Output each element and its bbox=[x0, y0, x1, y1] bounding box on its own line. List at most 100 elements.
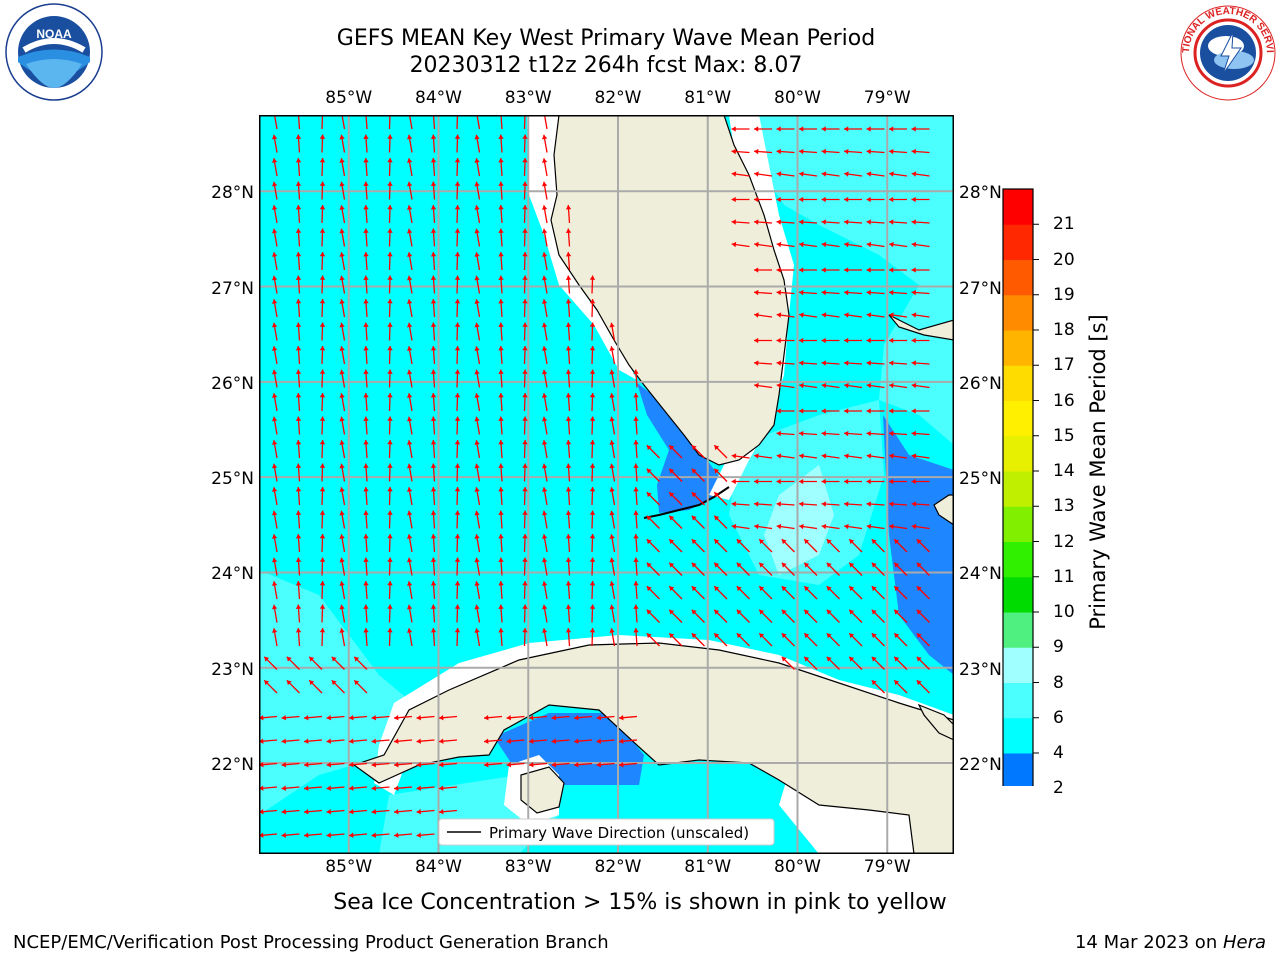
wave-arrow-head bbox=[339, 158, 345, 163]
wave-arrow-head bbox=[363, 252, 369, 257]
wave-arrow-head bbox=[821, 289, 826, 296]
wave-arrow-head bbox=[911, 289, 916, 296]
wave-arrow-head bbox=[416, 738, 422, 744]
wave-arrow-head bbox=[387, 440, 393, 445]
wave-arrow-head bbox=[271, 416, 278, 422]
wave-arrow-head bbox=[406, 581, 413, 586]
wave-arrow-head bbox=[821, 453, 827, 459]
wave-arrow-head bbox=[574, 715, 579, 721]
wave-arrow-head bbox=[363, 346, 369, 351]
wave-arrow-head bbox=[484, 762, 489, 768]
wave-arrow-head bbox=[363, 205, 369, 210]
wave-arrow-head bbox=[866, 219, 871, 225]
wave-arrow-head bbox=[565, 275, 572, 280]
wave-arrow-head bbox=[565, 416, 572, 421]
graticule bbox=[259, 115, 954, 854]
wave-arrow-head bbox=[339, 628, 345, 633]
wave-arrow-head bbox=[633, 463, 639, 468]
wave-arrow-head bbox=[799, 267, 804, 273]
wave-arrow-head bbox=[541, 393, 548, 398]
lat-label: 26°N bbox=[211, 373, 254, 394]
colorbar-tick-label: 13 bbox=[1053, 496, 1075, 517]
wave-arrow-head bbox=[646, 445, 652, 451]
wave-arrow-head bbox=[371, 785, 377, 791]
wave-arrow-head bbox=[911, 267, 916, 273]
wave-arrow-head bbox=[387, 181, 393, 186]
wave-arrow-head bbox=[691, 562, 697, 568]
wave-arrow-head bbox=[731, 196, 736, 203]
wave-arrow-head bbox=[522, 134, 528, 139]
wave-arrow-head bbox=[363, 463, 369, 468]
wave-arrow bbox=[476, 115, 481, 130]
wave-arrow-head bbox=[799, 382, 804, 389]
wave-arrow-head bbox=[371, 738, 377, 744]
wave-arrow-head bbox=[349, 715, 354, 721]
wave-arrow-head bbox=[498, 369, 504, 374]
wave-arrow-head bbox=[619, 762, 624, 768]
wave-arrow-head bbox=[295, 134, 302, 139]
wave-arrow-head bbox=[319, 416, 326, 421]
wave-arrow-head bbox=[844, 241, 849, 248]
wave-arrow-head bbox=[406, 205, 413, 210]
colorbar-band bbox=[1003, 682, 1033, 719]
wave-arrow-head bbox=[776, 408, 781, 414]
lon-label: 79°W bbox=[863, 857, 911, 877]
wave-arrow-head bbox=[669, 633, 675, 639]
colorbar-band bbox=[1003, 224, 1033, 260]
wave-arrow-head bbox=[826, 539, 832, 545]
wave-arrow-head bbox=[271, 557, 278, 563]
wave-arrow-head bbox=[319, 393, 326, 398]
wave-arrow-head bbox=[821, 312, 827, 318]
wave-arrow-head bbox=[339, 510, 345, 516]
wave-arrow-head bbox=[714, 515, 720, 521]
wave-arrow-head bbox=[295, 581, 302, 586]
wave-arrow-head bbox=[271, 604, 278, 610]
period-6-8-region-atlantic bbox=[751, 115, 954, 445]
wave-arrow-head bbox=[339, 463, 345, 469]
wave-arrow-head bbox=[271, 369, 278, 375]
wave-arrow-head bbox=[406, 134, 413, 140]
lat-label: 25°N bbox=[211, 469, 254, 490]
wave-arrow-head bbox=[281, 738, 287, 744]
wave-arrow-head bbox=[498, 557, 504, 562]
colorbar-band bbox=[1003, 330, 1033, 366]
wave-arrow-head bbox=[911, 523, 917, 530]
wave-arrow-head bbox=[609, 534, 615, 539]
wave-arrow-head bbox=[541, 581, 548, 586]
wave-arrow-head bbox=[565, 581, 572, 586]
wave-arrow-head bbox=[295, 463, 302, 468]
wave-arrow-head bbox=[349, 738, 354, 744]
wave-arrow-head bbox=[326, 738, 332, 744]
wave-arrow-head bbox=[609, 581, 615, 586]
wave-arrow-head bbox=[633, 369, 639, 374]
wave-arrow-head bbox=[889, 171, 894, 177]
wave-arrow-head bbox=[609, 487, 615, 492]
wave-arrow-head bbox=[565, 299, 572, 304]
wave-arrow-head bbox=[565, 557, 572, 562]
wave-arrow bbox=[388, 115, 391, 130]
lat-label: 28°N bbox=[211, 183, 254, 204]
wave-arrow-head bbox=[271, 252, 278, 257]
wave-arrow-head bbox=[889, 196, 894, 203]
wave-arrow-head bbox=[799, 219, 804, 225]
wave-arrow-head bbox=[541, 134, 548, 140]
lat-label: 23°N bbox=[211, 659, 254, 680]
wave-arrow-head bbox=[406, 463, 413, 469]
wave-arrow-head bbox=[309, 656, 315, 662]
wave-arrow-head bbox=[646, 539, 652, 545]
wave-arrow-head bbox=[596, 762, 602, 768]
wave-arrow-head bbox=[406, 604, 413, 610]
wave-arrow-head bbox=[619, 738, 624, 744]
wave-arrow-head bbox=[849, 539, 855, 545]
wave-arrow-head bbox=[304, 809, 309, 815]
wave-arrow-head bbox=[498, 299, 504, 304]
wave-arrow-head bbox=[406, 628, 413, 633]
wave-arrow-head bbox=[911, 478, 916, 485]
wave-arrow-head bbox=[498, 181, 504, 186]
colorbar-band bbox=[1003, 506, 1033, 542]
wave-arrow-head bbox=[731, 478, 736, 485]
wave-arrow-head bbox=[844, 219, 849, 225]
wave-arrow-head bbox=[498, 416, 504, 421]
colorbar-band bbox=[1003, 435, 1033, 472]
wave-arrow bbox=[273, 115, 278, 130]
